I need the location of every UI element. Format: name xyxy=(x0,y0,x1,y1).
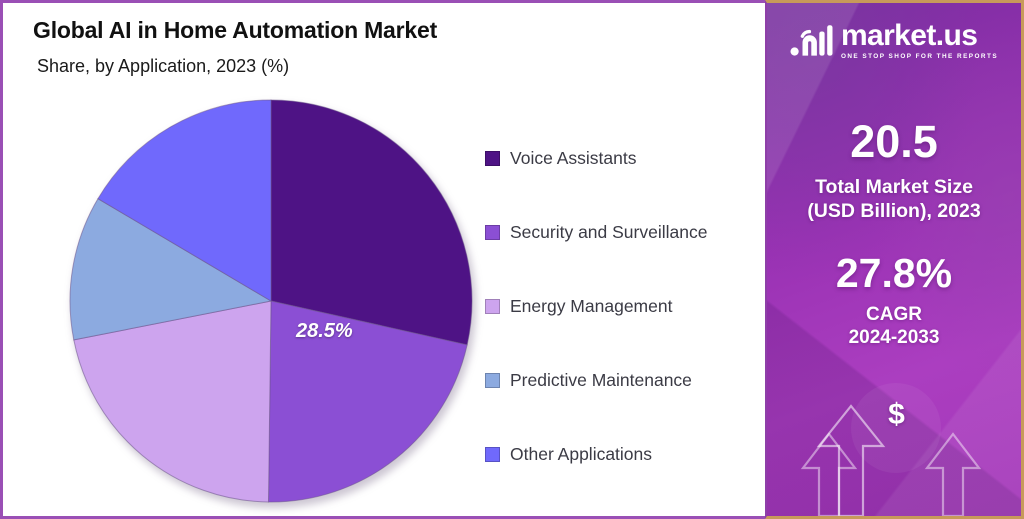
legend-swatch-icon xyxy=(485,446,500,462)
pie-slice-group xyxy=(69,99,473,503)
market-size-caption-line-1: Total Market Size xyxy=(815,176,973,199)
brand-logo-tagline: ONE STOP SHOP FOR THE REPORTS xyxy=(840,53,999,60)
growth-arrows-icon xyxy=(800,383,982,516)
legend-swatch-icon xyxy=(485,150,500,166)
pie-chart: 28.5% xyxy=(68,98,480,510)
market-us-logo-icon xyxy=(790,25,833,56)
pie-slice xyxy=(97,99,272,302)
pie-chart-svg xyxy=(69,99,473,503)
legend-item-label: Other Applications xyxy=(510,443,653,464)
brand-content: market.us ONE STOP SHOP FOR THE REPORTS … xyxy=(767,3,1021,516)
cagr-caption-line-1: CAGR xyxy=(866,303,922,325)
market-size-caption: Total Market Size (USD Billion), 2023 xyxy=(767,176,1021,224)
legend-item-label: Voice Assistants xyxy=(510,147,637,168)
pie-slice xyxy=(73,300,272,503)
cagr-caption-line-2: 2024-2033 xyxy=(848,327,940,349)
pie-slice xyxy=(69,197,273,341)
legend-item-label: Energy Management xyxy=(510,295,673,316)
legend-item-security-and-surveillance[interactable]: Security and Surveillance xyxy=(485,195,760,269)
legend-item-energy-management[interactable]: Energy Management xyxy=(485,269,760,343)
brand-logo-wordmark: market.us xyxy=(840,19,978,52)
pie-slice-label-voice-assistants: 28.5% xyxy=(296,320,353,342)
legend-swatch-icon xyxy=(485,372,500,388)
chart-legend: Voice Assistants Security and Surveillan… xyxy=(485,121,760,491)
market-size-caption-line-2: (USD Billion), 2023 xyxy=(807,200,981,223)
cagr-caption: CAGR 2024-2033 xyxy=(767,303,1021,349)
legend-item-predictive-maintenance[interactable]: Predictive Maintenance xyxy=(485,343,760,417)
brand-logo-text: market.us ONE STOP SHOP FOR THE REPORTS xyxy=(841,21,998,60)
brand-panel: $ market.us ONE STOP SHOP FOR THE REPORT… xyxy=(765,0,1024,519)
dollar-sign-icon: $ xyxy=(888,398,905,431)
chart-subtitle: Share, by Application, 2023 (%) xyxy=(37,56,290,76)
legend-swatch-icon xyxy=(485,298,500,314)
legend-item-label: Predictive Maintenance xyxy=(510,369,692,390)
chart-heading-group: Global AI in Home Automation Market Shar… xyxy=(33,17,437,77)
cagr-value: 27.8% xyxy=(835,249,953,296)
chart-panel: Global AI in Home Automation Market Shar… xyxy=(0,0,765,519)
legend-item-label: Security and Surveillance xyxy=(510,221,708,242)
legend-item-other-applications[interactable]: Other Applications xyxy=(485,417,760,491)
legend-item-voice-assistants[interactable]: Voice Assistants xyxy=(485,121,760,195)
market-size-value: 20.5 xyxy=(850,116,938,168)
brand-logo[interactable]: market.us ONE STOP SHOP FOR THE REPORTS xyxy=(767,3,1021,60)
page-title: Global AI in Home Automation Market xyxy=(33,17,438,43)
pie-slice xyxy=(270,99,473,346)
pie-slice xyxy=(267,300,468,503)
legend-swatch-icon xyxy=(485,224,500,240)
